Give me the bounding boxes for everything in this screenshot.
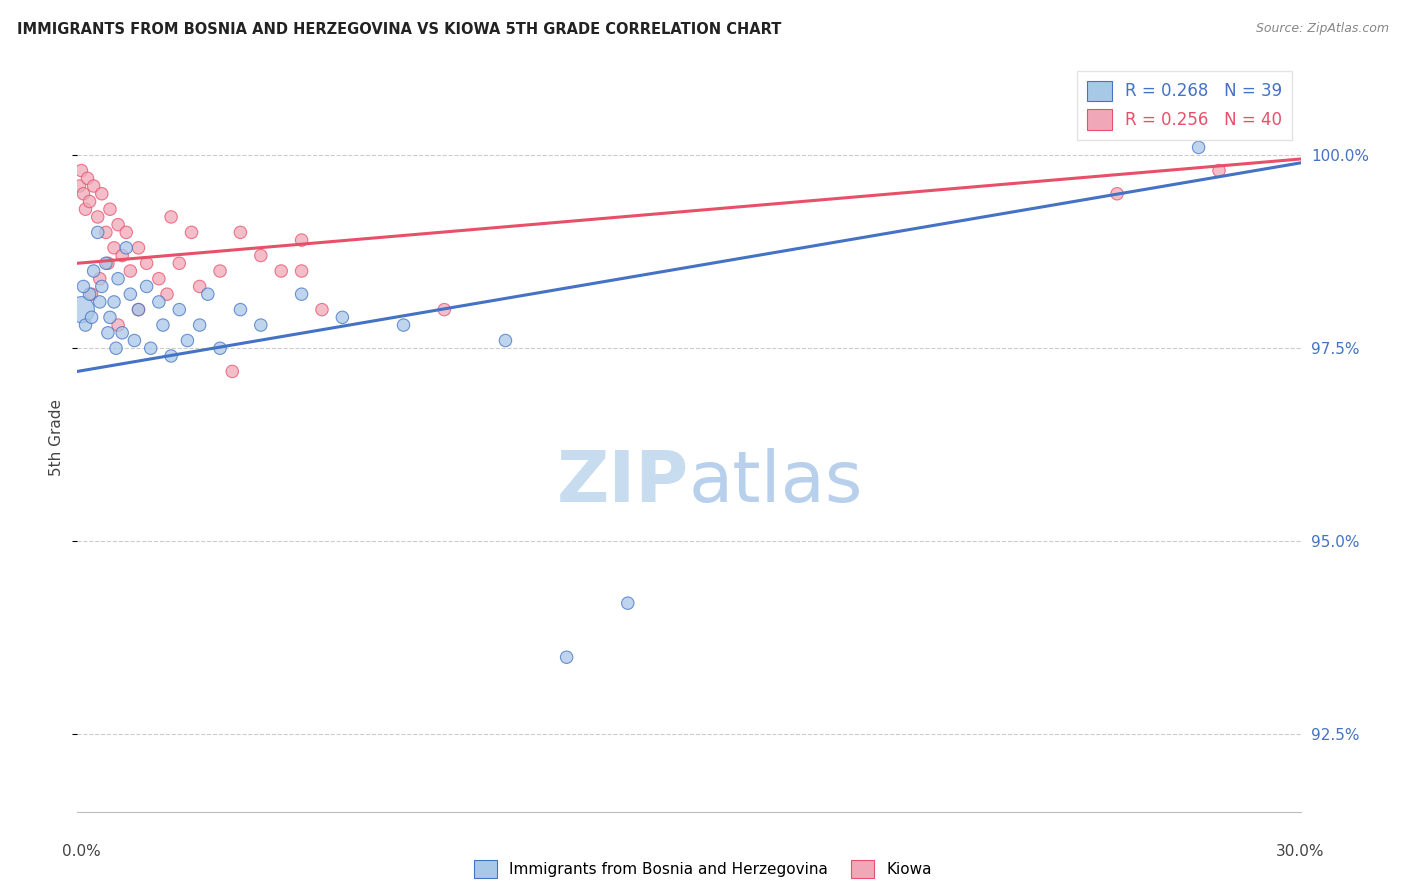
Point xyxy=(1107,186,1129,201)
Point xyxy=(72,279,94,293)
Point xyxy=(160,210,183,224)
Point xyxy=(270,264,292,278)
Point xyxy=(80,287,103,301)
Point xyxy=(392,318,415,332)
Point xyxy=(128,302,150,317)
Point xyxy=(111,248,134,262)
Point xyxy=(160,349,183,363)
Point xyxy=(76,171,98,186)
Point xyxy=(115,241,138,255)
Point xyxy=(75,318,97,332)
Point xyxy=(176,334,198,348)
Point xyxy=(89,294,111,309)
Point xyxy=(188,279,211,293)
Point xyxy=(107,318,129,332)
Point xyxy=(169,256,191,270)
Point xyxy=(89,271,111,285)
Point xyxy=(70,163,93,178)
Point xyxy=(98,202,121,217)
Point xyxy=(188,318,211,332)
Point xyxy=(250,248,273,262)
Point xyxy=(94,256,117,270)
Point xyxy=(135,279,157,293)
Point xyxy=(70,302,93,317)
Point xyxy=(79,194,101,209)
Point xyxy=(197,287,219,301)
Point xyxy=(169,302,191,317)
Point xyxy=(115,226,138,240)
Text: 30.0%: 30.0% xyxy=(1277,845,1324,859)
Point xyxy=(250,318,273,332)
Point xyxy=(148,271,170,285)
Point xyxy=(97,256,120,270)
Point xyxy=(1188,140,1211,154)
Point xyxy=(111,326,134,340)
Point xyxy=(148,294,170,309)
Legend: Immigrants from Bosnia and Herzegovina, Kiowa: Immigrants from Bosnia and Herzegovina, … xyxy=(468,854,938,884)
Point xyxy=(180,226,202,240)
Point xyxy=(291,287,314,301)
Point xyxy=(311,302,333,317)
Point xyxy=(107,218,129,232)
Point xyxy=(555,650,578,665)
Point xyxy=(83,264,105,278)
Point xyxy=(124,334,146,348)
Point xyxy=(152,318,174,332)
Point xyxy=(120,287,142,301)
Point xyxy=(90,279,112,293)
Y-axis label: 5th Grade: 5th Grade xyxy=(49,399,65,475)
Point xyxy=(617,596,640,610)
Point xyxy=(103,241,125,255)
Point xyxy=(107,271,129,285)
Point xyxy=(433,302,456,317)
Point xyxy=(156,287,179,301)
Legend: R = 0.268   N = 39, R = 0.256   N = 40: R = 0.268 N = 39, R = 0.256 N = 40 xyxy=(1077,70,1292,140)
Point xyxy=(229,226,252,240)
Text: ZIP: ZIP xyxy=(557,448,689,516)
Text: IMMIGRANTS FROM BOSNIA AND HERZEGOVINA VS KIOWA 5TH GRADE CORRELATION CHART: IMMIGRANTS FROM BOSNIA AND HERZEGOVINA V… xyxy=(17,22,782,37)
Point xyxy=(105,341,128,355)
Point xyxy=(332,310,354,325)
Point xyxy=(87,226,110,240)
Point xyxy=(97,326,120,340)
Point xyxy=(128,241,150,255)
Point xyxy=(67,179,90,194)
Point xyxy=(79,287,101,301)
Point xyxy=(83,179,105,194)
Point xyxy=(90,186,112,201)
Point xyxy=(72,186,94,201)
Point xyxy=(209,264,232,278)
Point xyxy=(120,264,142,278)
Point xyxy=(229,302,252,317)
Point xyxy=(221,364,243,378)
Point xyxy=(94,226,117,240)
Text: Source: ZipAtlas.com: Source: ZipAtlas.com xyxy=(1256,22,1389,36)
Point xyxy=(209,341,232,355)
Point xyxy=(103,294,125,309)
Point xyxy=(291,233,314,247)
Point xyxy=(1208,163,1230,178)
Point xyxy=(495,334,517,348)
Point xyxy=(98,310,121,325)
Point xyxy=(128,302,150,317)
Point xyxy=(139,341,162,355)
Point xyxy=(291,264,314,278)
Point xyxy=(87,210,110,224)
Text: 0.0%: 0.0% xyxy=(62,845,101,859)
Point xyxy=(135,256,157,270)
Text: atlas: atlas xyxy=(689,448,863,516)
Point xyxy=(80,310,103,325)
Point xyxy=(75,202,97,217)
